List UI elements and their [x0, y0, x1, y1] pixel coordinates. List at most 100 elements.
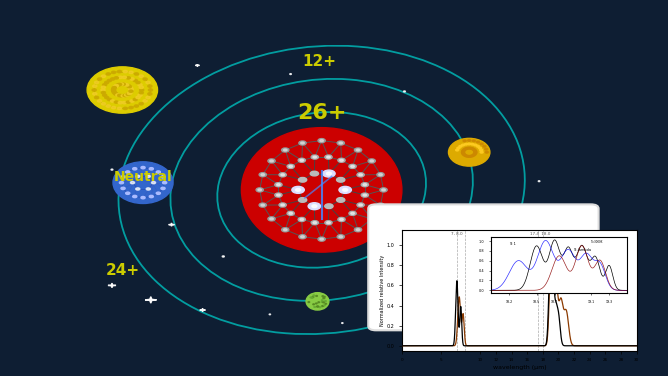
Circle shape — [111, 100, 115, 102]
Ellipse shape — [448, 138, 490, 166]
Circle shape — [93, 85, 97, 87]
Circle shape — [473, 149, 476, 151]
Circle shape — [456, 149, 459, 151]
Circle shape — [133, 168, 137, 170]
Polygon shape — [479, 306, 485, 309]
Circle shape — [105, 96, 109, 99]
Circle shape — [268, 159, 275, 163]
Ellipse shape — [306, 293, 329, 310]
Circle shape — [282, 228, 289, 232]
Circle shape — [143, 78, 147, 80]
Circle shape — [381, 189, 385, 191]
Circle shape — [318, 139, 325, 143]
Circle shape — [140, 89, 144, 91]
Circle shape — [125, 94, 129, 96]
Circle shape — [464, 155, 468, 157]
Circle shape — [111, 169, 113, 170]
Circle shape — [317, 306, 318, 307]
Circle shape — [101, 89, 105, 91]
Circle shape — [289, 165, 293, 167]
Circle shape — [95, 96, 99, 99]
Circle shape — [102, 91, 106, 94]
Circle shape — [471, 148, 474, 150]
Circle shape — [138, 94, 142, 96]
Circle shape — [129, 89, 133, 91]
Circle shape — [318, 302, 319, 303]
Circle shape — [377, 173, 384, 177]
Circle shape — [125, 84, 129, 86]
Text: C60: C60 — [587, 243, 595, 247]
Circle shape — [124, 85, 126, 86]
Circle shape — [301, 236, 305, 238]
Circle shape — [363, 194, 367, 196]
Circle shape — [129, 106, 133, 109]
Circle shape — [339, 236, 343, 238]
Circle shape — [256, 188, 263, 192]
Circle shape — [126, 101, 130, 103]
Circle shape — [148, 89, 152, 91]
Circle shape — [294, 188, 302, 192]
Circle shape — [133, 98, 138, 101]
Circle shape — [114, 93, 118, 96]
Circle shape — [299, 235, 306, 239]
Circle shape — [156, 171, 160, 173]
Text: 10+: 10+ — [447, 204, 481, 219]
Circle shape — [112, 90, 116, 92]
Circle shape — [261, 174, 265, 176]
Circle shape — [480, 152, 483, 153]
Circle shape — [474, 150, 477, 152]
Circle shape — [149, 168, 154, 170]
Circle shape — [136, 96, 140, 99]
Circle shape — [319, 307, 321, 308]
Circle shape — [310, 171, 319, 176]
Circle shape — [370, 160, 373, 162]
Circle shape — [105, 81, 109, 84]
Circle shape — [464, 148, 468, 150]
Circle shape — [112, 91, 116, 94]
Circle shape — [357, 203, 364, 207]
Circle shape — [120, 83, 124, 85]
Circle shape — [473, 153, 476, 155]
Circle shape — [478, 147, 482, 149]
Y-axis label: Normalized relative Intensity: Normalized relative Intensity — [380, 255, 385, 326]
Circle shape — [322, 296, 323, 297]
Circle shape — [102, 75, 106, 77]
Circle shape — [292, 186, 305, 193]
Circle shape — [368, 217, 375, 221]
X-axis label: wavelength (μm): wavelength (μm) — [492, 364, 546, 370]
Circle shape — [108, 79, 112, 82]
Ellipse shape — [241, 127, 402, 252]
Circle shape — [337, 235, 345, 239]
Circle shape — [311, 221, 319, 225]
Circle shape — [139, 91, 144, 94]
Circle shape — [340, 159, 343, 161]
Circle shape — [141, 197, 145, 199]
Circle shape — [281, 204, 285, 206]
Circle shape — [92, 89, 96, 91]
Circle shape — [468, 156, 471, 157]
Circle shape — [403, 314, 405, 315]
Circle shape — [474, 152, 477, 153]
Circle shape — [98, 100, 102, 102]
Circle shape — [320, 139, 323, 142]
Circle shape — [283, 229, 287, 231]
Circle shape — [462, 149, 466, 151]
Circle shape — [123, 107, 128, 109]
Circle shape — [301, 142, 305, 144]
Text: 24+: 24+ — [106, 264, 140, 279]
Circle shape — [325, 221, 332, 225]
Circle shape — [133, 79, 138, 82]
Circle shape — [469, 147, 472, 149]
Circle shape — [355, 148, 361, 152]
Circle shape — [349, 164, 356, 168]
Circle shape — [162, 182, 167, 184]
Circle shape — [148, 93, 152, 95]
Circle shape — [323, 298, 325, 299]
Circle shape — [361, 183, 369, 187]
Circle shape — [349, 211, 356, 215]
Circle shape — [357, 173, 364, 177]
Circle shape — [310, 297, 311, 298]
Circle shape — [130, 182, 134, 184]
Circle shape — [379, 174, 382, 176]
Circle shape — [466, 147, 469, 149]
